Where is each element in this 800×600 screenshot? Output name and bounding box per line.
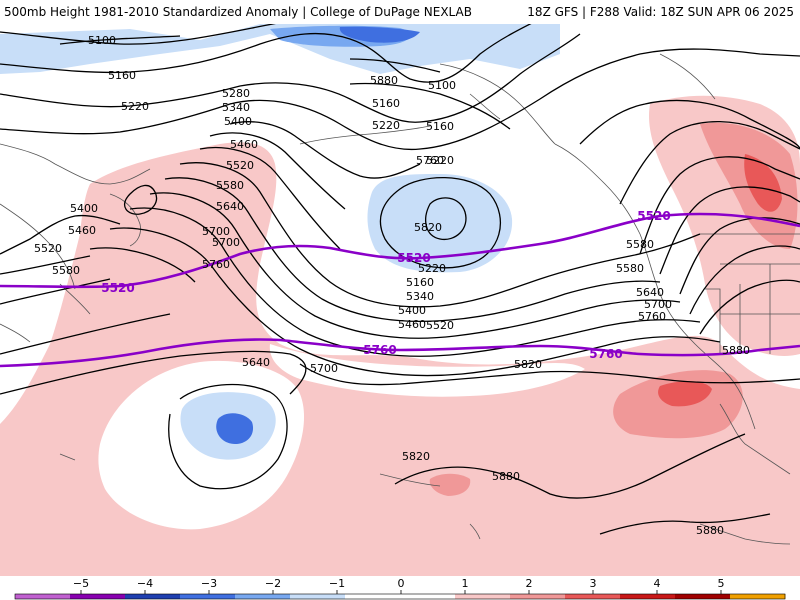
colorbar-segment	[235, 594, 291, 599]
contour-label: 5880	[370, 74, 398, 87]
contour-label: 5760	[416, 154, 444, 167]
contour-label: 5220	[418, 262, 446, 275]
contour-label: 5820	[402, 450, 430, 463]
contour-label: 5220	[121, 100, 149, 113]
contour-label: 5820	[514, 358, 542, 371]
map-header: 500mb Height 1981-2010 Standardized Anom…	[0, 0, 800, 24]
colorbar-ticks: −5 −4 −3 −2 −1 0 1 2 3 4 5	[73, 577, 725, 594]
contour-label: 5340	[222, 101, 250, 114]
contour-label: 5220	[372, 119, 400, 132]
contour-labels: 5100516052205280534054005460552055805640…	[34, 34, 750, 537]
colorbar-tick-label: −3	[201, 577, 217, 590]
contour-label: 5460	[398, 318, 426, 331]
contour-label: 5400	[398, 304, 426, 317]
colorbar-segments	[14, 593, 786, 600]
anomaly-shading	[0, 24, 800, 576]
colorbar-tick-label: −5	[73, 577, 89, 590]
contour-label: 5700	[644, 298, 672, 311]
contour-label: 5520	[426, 319, 454, 332]
contour-label: 5880	[722, 344, 750, 357]
anomaly-map: 5100516052205280534054005460552055805640…	[0, 24, 800, 576]
contour-label: 5880	[492, 470, 520, 483]
contour-label: 5220	[426, 154, 454, 167]
contour-label: 5100	[428, 79, 456, 92]
contour-label: 5820	[414, 221, 442, 234]
contour-label: 5460	[230, 138, 258, 151]
colorbar-segment	[565, 594, 621, 599]
contour-label: 5520	[34, 242, 62, 255]
contour-label: 5580	[616, 262, 644, 275]
colorbar-segment	[510, 594, 566, 599]
contour-label: 5400	[224, 115, 252, 128]
highlight-contour-label: 5760	[363, 343, 396, 357]
colorbar-segment	[15, 594, 71, 599]
contour-label: 5160	[372, 97, 400, 110]
colorbar-tick-label: 1	[462, 577, 469, 590]
colorbar-tick-label: 0	[398, 577, 405, 590]
contour-label: 5880	[696, 524, 724, 537]
contour-label: 5400	[70, 202, 98, 215]
colorbar-tick-label: −2	[265, 577, 281, 590]
colorbar-tick-label: 4	[654, 577, 661, 590]
contour-label: 5100	[88, 34, 116, 47]
contour-label: 5280	[222, 87, 250, 100]
colorbar-segment	[180, 594, 236, 599]
highlight-contour-label: 5760	[589, 347, 622, 361]
colorbar-segment	[345, 594, 401, 599]
contour-label: 5640	[636, 286, 664, 299]
colorbar-segment	[675, 594, 731, 599]
model-valid-time: 18Z GFS | F288 Valid: 18Z SUN APR 06 202…	[527, 5, 794, 19]
contour-label: 5700	[310, 362, 338, 375]
contour-label: 5580	[626, 238, 654, 251]
contour-label: 5640	[242, 356, 270, 369]
contour-label: 5580	[52, 264, 80, 277]
highlight-contour-label: 5520	[101, 281, 134, 295]
contour-label: 5160	[406, 276, 434, 289]
contour-label: 5160	[426, 120, 454, 133]
colorbar-segment	[455, 594, 511, 599]
highlight-contour-label: 5520	[397, 251, 430, 265]
colorbar-tick-label: 2	[526, 577, 533, 590]
colorbar-tick-label: −4	[137, 577, 153, 590]
colorbar-tick-label: 5	[718, 577, 725, 590]
contour-label: 5460	[68, 224, 96, 237]
contour-label: 5760	[202, 258, 230, 271]
anomaly-colorbar: −5 −4 −3 −2 −1 0 1 2 3 4 5	[14, 577, 786, 600]
map-title: 500mb Height 1981-2010 Standardized Anom…	[4, 5, 472, 19]
highlighted-contours	[0, 212, 800, 368]
contour-label: 5520	[226, 159, 254, 172]
contour-label: 5760	[638, 310, 666, 323]
colorbar-segment	[400, 594, 456, 599]
contour-label: 5340	[406, 290, 434, 303]
coastlines	[0, 53, 800, 545]
contour-label: 5700	[202, 225, 230, 238]
contour-label: 5700	[212, 236, 240, 249]
colorbar-tick-label: −1	[329, 577, 345, 590]
colorbar-segment	[620, 594, 676, 599]
contour-label: 5640	[216, 200, 244, 213]
colorbar-segment	[730, 594, 786, 599]
contour-label: 5160	[108, 69, 136, 82]
colorbar-segment	[290, 594, 346, 599]
colorbar-segment	[125, 594, 181, 599]
height-contours	[0, 24, 800, 535]
highlight-contour-label: 5520	[637, 209, 670, 223]
colorbar-segment	[70, 594, 126, 599]
contour-label: 5580	[216, 179, 244, 192]
colorbar-tick-label: 3	[590, 577, 597, 590]
